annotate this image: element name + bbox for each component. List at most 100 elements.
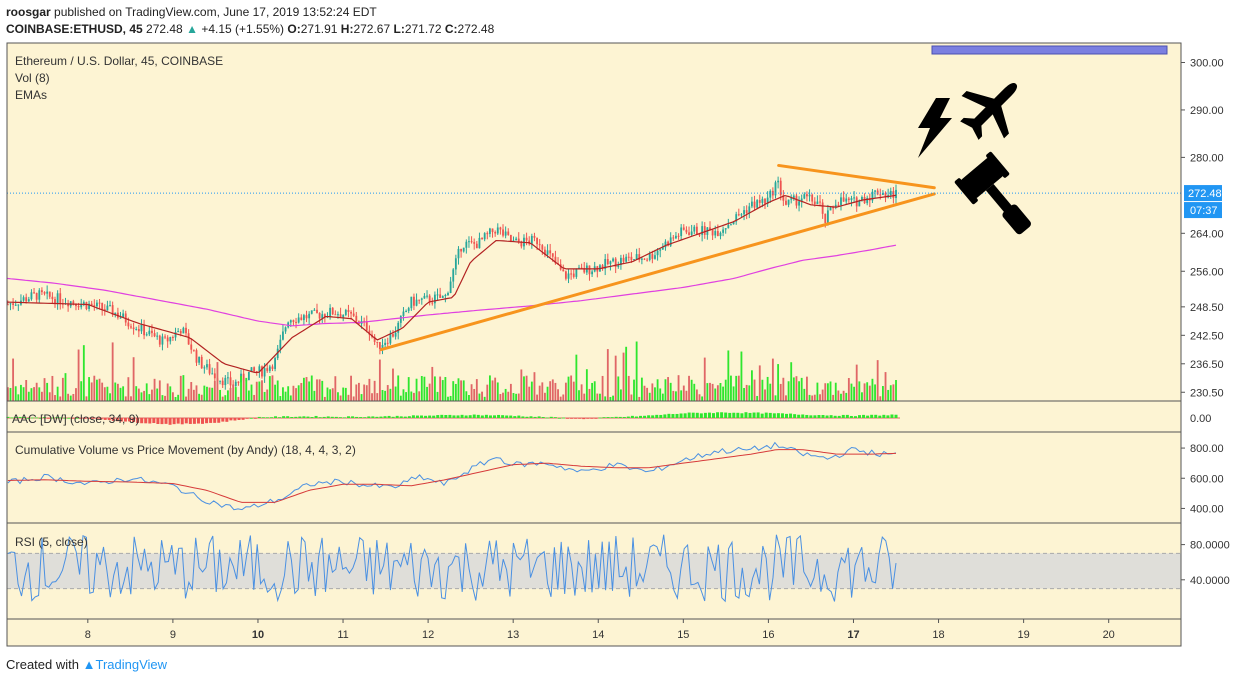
candle-body: [266, 368, 269, 371]
volume-bar: [174, 396, 177, 401]
candle-body: [646, 259, 649, 261]
candle-body: [378, 342, 381, 350]
aac-bar: [614, 416, 618, 418]
candle-body: [6, 304, 9, 306]
aac-bar: [229, 418, 233, 421]
candle-body: [517, 238, 520, 243]
volume-bar: [64, 373, 67, 401]
volume-bar: [282, 387, 284, 401]
candle-body: [316, 309, 318, 313]
aac-bar: [253, 418, 257, 419]
volume-bar: [268, 376, 271, 401]
volume-bar: [709, 382, 711, 401]
volume-bar: [287, 386, 290, 401]
aac-bar: [505, 415, 509, 418]
candle-body: [617, 264, 620, 267]
volume-bar: [40, 391, 43, 401]
volume-bar: [9, 387, 12, 401]
volume-bar: [140, 392, 143, 401]
support-trendline[interactable]: [379, 192, 936, 352]
volume-bar: [289, 395, 292, 401]
volume-bar: [67, 393, 70, 401]
aac-bar: [30, 417, 34, 419]
aac-bar: [825, 415, 829, 418]
volume-bar: [295, 388, 297, 401]
aac-bar: [772, 413, 776, 418]
tradingview-logo-icon[interactable]: ▲: [82, 657, 96, 672]
candle-body: [701, 226, 704, 235]
airplane-icon: [960, 82, 1018, 140]
aac-bar: [679, 413, 683, 418]
aac-bar: [882, 414, 886, 418]
candle-body: [842, 197, 845, 202]
aac-bar: [367, 416, 371, 418]
volume-bar: [195, 385, 198, 401]
candle-body: [549, 250, 552, 254]
aac-bar: [278, 417, 282, 419]
volume-bar: [638, 396, 641, 401]
aac-bar: [18, 416, 22, 418]
volume-bar: [35, 382, 38, 401]
volume-bar: [745, 384, 748, 401]
volume-bar: [701, 396, 704, 401]
candle-body: [677, 235, 680, 237]
resistance-trendline[interactable]: [777, 163, 936, 190]
candle-body: [25, 297, 28, 302]
volume-bar: [389, 388, 392, 401]
price-tick-label: 256.00: [1190, 266, 1224, 278]
volume-bar: [764, 389, 766, 401]
candle-body: [389, 334, 392, 344]
volume-bar: [213, 380, 216, 401]
candle-body: [177, 331, 180, 333]
aac-bar: [14, 417, 18, 418]
candle-body: [811, 194, 814, 202]
aac-bar: [557, 417, 561, 419]
aac-bar: [322, 416, 326, 418]
volume-bar: [832, 394, 835, 401]
candle-body: [564, 271, 567, 279]
candle-body: [38, 290, 41, 300]
volume-bar: [599, 393, 601, 401]
candle-body: [59, 293, 62, 304]
volume-bar: [187, 388, 190, 401]
candle-body: [638, 254, 641, 260]
aac-bar: [38, 417, 42, 419]
volume-bar: [14, 386, 17, 401]
volume-bar: [559, 396, 562, 401]
candle-body: [253, 367, 256, 372]
volume-bar: [25, 379, 28, 401]
candle-body: [339, 314, 342, 318]
aac-bar: [334, 416, 338, 418]
candle-body: [72, 301, 75, 304]
volume-bar: [164, 395, 166, 401]
candle-body: [350, 312, 352, 314]
volume-bar: [143, 390, 146, 401]
volume-bar: [109, 393, 111, 401]
volume-bar: [494, 377, 497, 401]
volume-bar: [795, 376, 798, 401]
volume-bar: [834, 382, 837, 401]
aac-bar: [26, 417, 30, 419]
volume-bar: [124, 396, 127, 401]
cvpm-tick-label: 400.00: [1190, 503, 1224, 515]
candle-body: [40, 290, 43, 293]
candle-body: [282, 331, 284, 340]
candle-body: [452, 269, 455, 282]
publisher-name[interactable]: roosgar: [6, 5, 51, 19]
candle-body: [750, 201, 753, 207]
volume-bar: [740, 351, 743, 401]
candle-body: [302, 315, 305, 321]
candle-body: [261, 366, 263, 377]
aac-bar: [493, 415, 497, 418]
volume-bar: [816, 382, 819, 401]
aac-bar: [561, 417, 565, 419]
candle-body: [423, 295, 426, 299]
tradingview-link[interactable]: TradingView: [95, 657, 168, 672]
aac-bar: [553, 417, 557, 418]
volume-bar: [297, 385, 300, 401]
highlight-rectangle[interactable]: [931, 45, 1168, 55]
volume-bar: [507, 391, 510, 401]
aac-bar: [363, 417, 367, 418]
volume-bar: [300, 382, 303, 401]
